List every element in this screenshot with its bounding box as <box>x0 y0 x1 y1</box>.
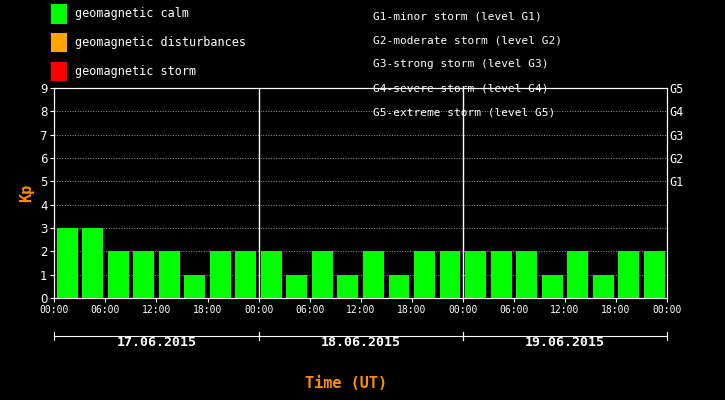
Bar <box>286 275 307 298</box>
Bar <box>312 251 333 298</box>
Bar <box>133 251 154 298</box>
Bar <box>593 275 613 298</box>
Bar <box>363 251 384 298</box>
Text: geomagnetic storm: geomagnetic storm <box>75 65 196 78</box>
Bar <box>439 251 460 298</box>
Text: geomagnetic disturbances: geomagnetic disturbances <box>75 36 246 49</box>
Bar <box>618 251 639 298</box>
Bar <box>82 228 103 298</box>
Bar <box>210 251 231 298</box>
Text: G1-minor storm (level G1): G1-minor storm (level G1) <box>373 11 542 21</box>
Text: geomagnetic calm: geomagnetic calm <box>75 8 189 20</box>
Text: G4-severe storm (level G4): G4-severe storm (level G4) <box>373 83 549 93</box>
Text: 17.06.2015: 17.06.2015 <box>117 336 196 350</box>
Y-axis label: Kp: Kp <box>20 184 34 202</box>
Bar <box>567 251 588 298</box>
Bar <box>644 251 665 298</box>
Bar <box>542 275 563 298</box>
Text: 18.06.2015: 18.06.2015 <box>320 336 401 350</box>
Text: 19.06.2015: 19.06.2015 <box>525 336 605 350</box>
Bar <box>465 251 486 298</box>
Text: G5-extreme storm (level G5): G5-extreme storm (level G5) <box>373 107 555 117</box>
Text: G3-strong storm (level G3): G3-strong storm (level G3) <box>373 59 549 69</box>
Bar <box>159 251 180 298</box>
Bar <box>236 251 256 298</box>
Bar <box>414 251 435 298</box>
Bar <box>389 275 410 298</box>
Text: G2-moderate storm (level G2): G2-moderate storm (level G2) <box>373 35 563 45</box>
Bar <box>516 251 537 298</box>
Bar <box>184 275 205 298</box>
Text: Time (UT): Time (UT) <box>305 376 388 391</box>
Bar <box>491 251 512 298</box>
Bar <box>57 228 78 298</box>
Bar <box>261 251 282 298</box>
Bar <box>337 275 358 298</box>
Bar <box>108 251 128 298</box>
